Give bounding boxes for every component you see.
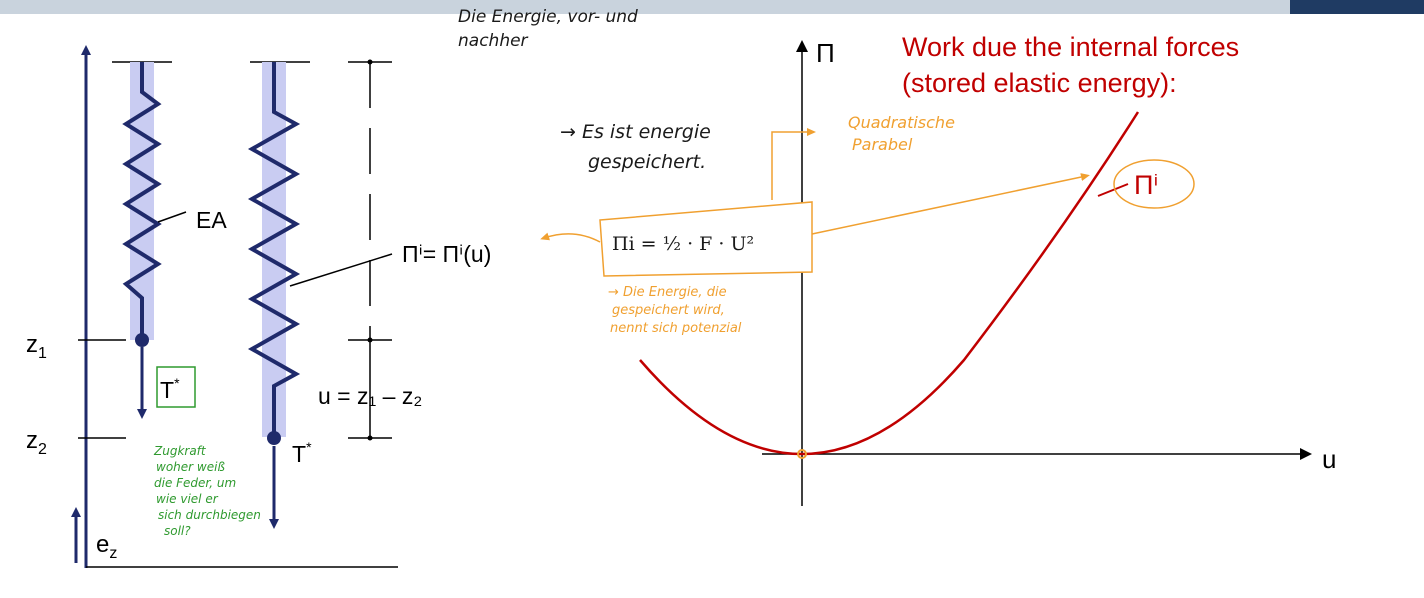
curve-label: Πⁱ (1134, 170, 1158, 200)
parabola-bracket (771, 128, 816, 200)
origin-marker (797, 449, 807, 459)
green-note: Zugkraft woher weiß die Feder, um wie vi… (153, 444, 261, 538)
green-note-line4: wie viel er (156, 492, 219, 506)
label-ez: ez (96, 531, 117, 562)
ea-leader-line (157, 211, 187, 223)
note-top-line1: Die Energie, vor- und (458, 7, 638, 27)
label-z2: z2 (26, 427, 47, 458)
curve-label-circle (1113, 159, 1195, 209)
green-note-line2: woher weiß (156, 460, 225, 474)
note-stored-line1: → Es ist energie (560, 121, 711, 143)
dim-dot-bottom (367, 435, 373, 441)
dim-dot-mid (367, 337, 373, 343)
note-stored-line2: gespeichert. (588, 151, 706, 173)
dim-dot-top (367, 59, 373, 65)
t-star-green-box (156, 366, 196, 408)
spring2-end-node (267, 431, 281, 445)
label-ea: EA (196, 207, 227, 233)
formula-text: Πi = ½ · F · U² (612, 233, 754, 255)
header-bar (0, 0, 1290, 14)
axis-x-label: u (1322, 444, 1336, 474)
label-pi-i: Πⁱ= Πⁱ(u) (402, 241, 491, 267)
label-u: u = z₁ – z₂ (318, 383, 422, 409)
black-notes: Die Energie, vor- und nachher → Es ist e… (458, 7, 711, 173)
note-potential-line2: gespeichert wird, (612, 303, 725, 318)
note-top-line2: nachher (458, 31, 529, 51)
note-parabola-line1: Quadratische (848, 113, 955, 132)
green-note-line1: Zugkraft (153, 444, 207, 458)
note-potential-line1: → Die Energie, die (608, 285, 727, 300)
spring1-end-node (135, 333, 149, 347)
label-t-star-2: T* (292, 439, 312, 467)
axis-y-label: Π (816, 38, 835, 68)
orange-annotations: Πi = ½ · F · U² Quadratische Parabel → D… (540, 113, 1090, 336)
green-note-line3: die Feder, um (154, 476, 236, 490)
note-potential-line3: nennt sich potenzial (610, 321, 742, 336)
spring1-coil (122, 62, 162, 338)
formula-curve-arrow (811, 173, 1090, 235)
chart-title-line2: (stored elastic energy): (902, 68, 1177, 98)
header-bar-dark (1290, 0, 1424, 14)
pi-leader-line (289, 253, 393, 287)
formula-box (599, 201, 813, 277)
green-note-line5: sich durchbiegen (158, 508, 261, 522)
formula-left-arrow (540, 232, 601, 243)
spring2-coil (247, 62, 301, 436)
right-diagram: Π u Work due the internal forces (stored… (639, 32, 1336, 506)
chart-title-line1: Work due the internal forces (902, 32, 1239, 62)
parabola-curve (639, 111, 1140, 456)
note-parabola-line2: Parabel (852, 135, 913, 154)
green-note-line6: soll? (164, 524, 191, 538)
spring2-band (262, 62, 286, 437)
left-diagram: ez z1 z2 EA Πⁱ= Πⁱ(u) u = (26, 45, 491, 568)
label-z1: z1 (26, 331, 47, 362)
curve-label-leader (1097, 183, 1129, 197)
